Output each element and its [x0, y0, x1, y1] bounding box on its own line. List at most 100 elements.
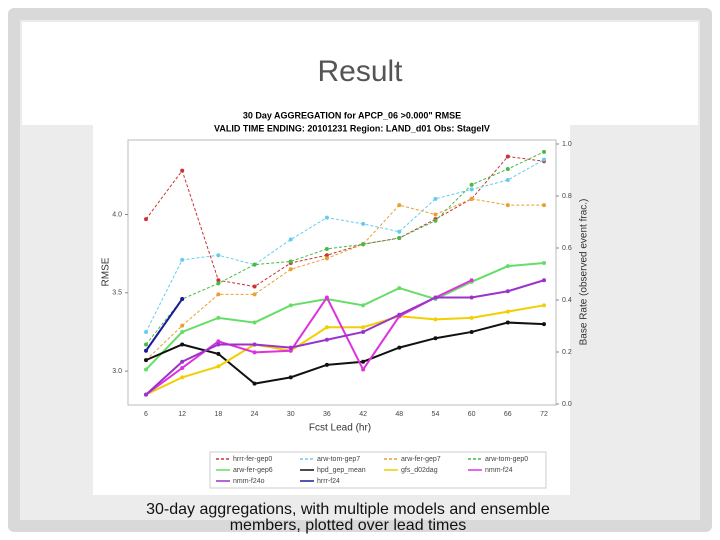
data-point: [180, 359, 185, 364]
y2-tick-label: 0.6: [562, 245, 572, 252]
data-point: [433, 317, 438, 322]
data-point: [180, 257, 185, 262]
data-point: [216, 253, 221, 258]
legend-label: arw-fer-gep6: [233, 467, 273, 474]
data-point: [252, 342, 257, 347]
series-line: [145, 155, 545, 288]
title-band: [22, 22, 698, 125]
data-point: [180, 323, 185, 328]
x-axis-label: Fcst Lead (hr): [309, 423, 371, 434]
data-point: [397, 312, 402, 317]
data-point: [324, 337, 329, 342]
data-point: [505, 289, 510, 294]
x-tick-label: 12: [178, 411, 186, 418]
x-tick-label: 24: [251, 411, 259, 418]
data-point: [542, 149, 546, 154]
data-point: [361, 325, 366, 330]
x-tick-label: 60: [468, 411, 476, 418]
data-point: [469, 182, 474, 187]
legend-label: arw-tom-gep7: [317, 456, 360, 463]
data-point: [433, 295, 438, 300]
data-point: [216, 281, 221, 286]
data-point: [469, 315, 474, 320]
series-line: [145, 298, 184, 352]
data-point: [288, 259, 293, 264]
data-point: [180, 329, 185, 334]
data-point: [324, 325, 329, 330]
data-point: [180, 342, 185, 347]
data-point: [288, 267, 293, 272]
data-point: [361, 359, 366, 364]
data-point: [469, 196, 474, 201]
y2-axis-label: Base Rate (observed event frac.): [579, 199, 590, 346]
y2-tick-label: 0.8: [562, 193, 572, 200]
series-line: [145, 151, 545, 345]
data-point: [288, 303, 293, 308]
data-point: [144, 367, 148, 372]
data-point: [324, 253, 329, 258]
data-point: [144, 392, 148, 397]
data-point: [433, 336, 438, 341]
data-point: [288, 237, 293, 242]
x-tick-label: 18: [214, 411, 222, 418]
data-point: [433, 218, 438, 223]
data-point: [180, 375, 185, 380]
data-point: [216, 315, 221, 320]
data-point: [361, 303, 366, 308]
data-point: [324, 295, 329, 300]
data-point: [252, 320, 257, 325]
series-line: [145, 321, 545, 385]
data-point: [469, 187, 474, 192]
data-point: [505, 320, 510, 325]
data-point: [216, 364, 221, 369]
data-point: [180, 297, 185, 302]
legend-label: hrrr-fer-gep0: [233, 456, 272, 463]
legend-label: arw-fer-gep7: [401, 456, 441, 463]
data-point: [397, 203, 402, 208]
data-point: [216, 339, 221, 344]
data-point: [542, 157, 546, 162]
data-point: [397, 345, 402, 350]
caption: members, plotted over lead times: [230, 517, 467, 534]
data-point: [144, 342, 148, 347]
data-point: [252, 350, 257, 355]
x-tick-label: 66: [504, 411, 512, 418]
data-point: [252, 262, 257, 267]
y-tick-label: 3.0: [112, 368, 122, 375]
chart-title: 30 Day AGGREGATION for APCP_06 >0.000" R…: [243, 110, 461, 120]
series-line: [145, 159, 545, 333]
x-tick-label: 72: [540, 411, 548, 418]
chart-subtitle: VALID TIME ENDING: 20101231 Region: LAND…: [214, 123, 490, 133]
data-point: [505, 309, 510, 314]
y-tick-label: 3.5: [112, 290, 122, 297]
legend-label: arw-tom-gep0: [485, 456, 528, 463]
data-point: [288, 345, 293, 350]
y2-tick-label: 1.0: [562, 141, 572, 148]
data-point: [542, 203, 546, 208]
legend-label: gfs_d02dag: [401, 467, 438, 474]
x-tick-label: 30: [287, 411, 295, 418]
data-point: [505, 203, 510, 208]
x-tick-label: 42: [359, 411, 367, 418]
data-point: [361, 367, 366, 372]
data-point: [288, 348, 293, 353]
series-line: [145, 304, 545, 396]
data-point: [433, 212, 438, 217]
x-tick-label: 36: [323, 411, 331, 418]
series-line: [145, 279, 545, 396]
data-point: [216, 351, 221, 356]
data-point: [144, 348, 148, 353]
data-point: [542, 322, 546, 327]
y2-tick-label: 0.2: [562, 349, 572, 356]
data-point: [324, 215, 329, 220]
data-point: [505, 167, 510, 172]
data-point: [144, 358, 148, 363]
data-point: [288, 375, 293, 380]
data-point: [397, 235, 402, 240]
y2-tick-label: 0.0: [562, 401, 572, 408]
data-point: [252, 292, 257, 297]
data-point: [252, 381, 257, 386]
data-point: [361, 329, 366, 334]
y-axis-label: RMSE: [101, 257, 112, 286]
